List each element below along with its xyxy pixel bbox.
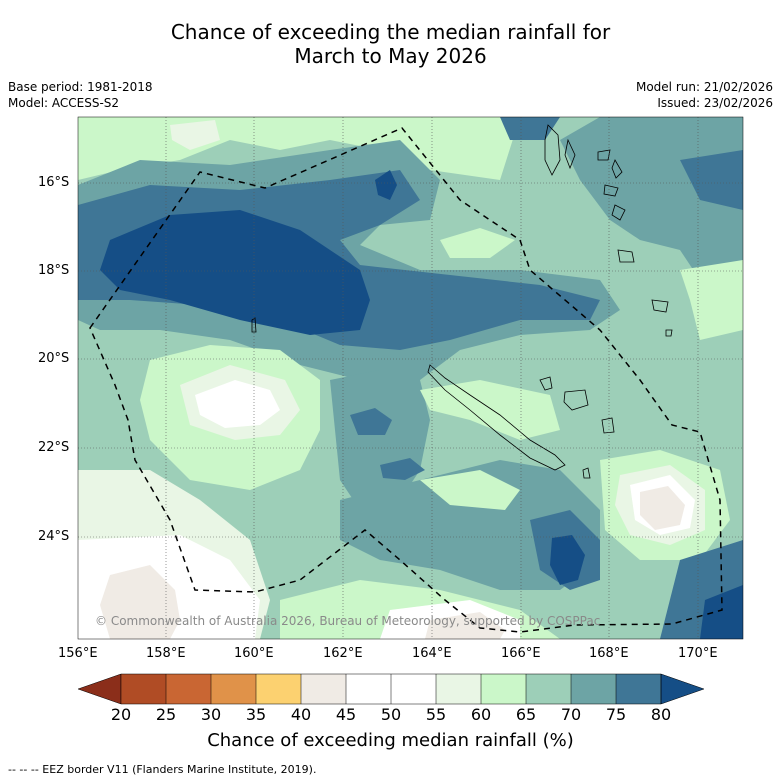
center-light xyxy=(440,228,515,258)
cbar-tick-20: 20 xyxy=(110,705,132,724)
loyalty-island-3 xyxy=(601,417,615,434)
vanuatu-island-4 xyxy=(611,159,623,179)
lat-label-24s: 24°S xyxy=(38,529,70,544)
vanuatu-tanna xyxy=(651,299,669,313)
lon-label-164e: 164°E xyxy=(412,646,452,661)
nc-light xyxy=(420,380,560,440)
loyalty-island-2 xyxy=(563,389,589,411)
sw-dry xyxy=(100,565,180,639)
cbar-tick-25: 25 xyxy=(155,705,177,724)
north-blue xyxy=(500,117,560,140)
central-75-b xyxy=(380,458,425,480)
lon-label-168e: 168°E xyxy=(589,646,629,661)
colorbar-20-25 xyxy=(121,674,166,704)
new-caledonia-outline xyxy=(427,364,566,471)
south-80 xyxy=(550,535,585,585)
colorbar-35-40 xyxy=(256,674,301,704)
lat-label-20s: 20°S xyxy=(38,351,70,366)
small-core-1 xyxy=(375,170,397,200)
eez-footnote: -- -- -- EEZ border V11 (Flanders Marine… xyxy=(8,763,317,776)
cbar-tick-60: 60 xyxy=(470,705,492,724)
copyright-notice: © Commonwealth of Australia 2026, Bureau… xyxy=(95,614,601,628)
vanuatu-aneityum xyxy=(665,329,673,337)
colorbar-55-60 xyxy=(436,674,481,704)
cbar-tick-70: 70 xyxy=(560,705,582,724)
lon-label-170e: 170°E xyxy=(678,646,718,661)
vanuatu-island-3 xyxy=(597,149,611,161)
cbar-tick-35: 35 xyxy=(245,705,267,724)
lon-label-160e: 160°E xyxy=(234,646,274,661)
lon-label-158e: 158°E xyxy=(146,646,186,661)
colorbar-65-70 xyxy=(526,674,571,704)
cbar-tick-75: 75 xyxy=(605,705,627,724)
model-run: Model run: 21/02/2026 xyxy=(635,80,773,94)
lat-label-16s: 16°S xyxy=(38,175,70,190)
vanuatu-malekula xyxy=(564,138,576,170)
central-75-a xyxy=(350,408,392,435)
cbar-tick-30: 30 xyxy=(200,705,222,724)
colorbar-45-50 xyxy=(346,674,391,704)
map-frame xyxy=(77,116,744,640)
cbar-tick-80: 80 xyxy=(650,705,672,724)
title-line-1: Chance of exceeding the median rainfall … xyxy=(170,20,611,44)
issued-date: Issued: 23/02/2026 xyxy=(657,96,773,110)
eez-border xyxy=(89,127,723,633)
se-dry xyxy=(640,486,685,530)
colorbar-under-arrow xyxy=(77,673,122,705)
title-line-2: March to May 2026 xyxy=(294,44,487,68)
cbar-tick-65: 65 xyxy=(515,705,537,724)
colorbar-50-55 xyxy=(391,674,436,704)
meta-left: Base period: 1981-2018 Model: ACCESS-S2 xyxy=(8,79,153,111)
colorbar-75-80 xyxy=(616,674,661,704)
title-text: Chance of exceeding the median rainfall … xyxy=(0,20,781,68)
colorbar-70-75 xyxy=(571,674,616,704)
map-field xyxy=(78,117,743,639)
lon-label-162e: 162°E xyxy=(323,646,363,661)
bottom-dry xyxy=(425,612,505,639)
lon-label-166e: 166°E xyxy=(501,646,541,661)
colorbar-40-45 xyxy=(301,674,346,704)
loyalty-island-1 xyxy=(539,376,553,391)
gridlines xyxy=(78,117,743,639)
isle-of-pines xyxy=(582,467,591,479)
colorbar-title: Chance of exceeding median rainfall (%) xyxy=(207,730,574,751)
base-period: Base period: 1981-2018 xyxy=(8,80,153,94)
se-corner-80 xyxy=(700,585,743,639)
east-light xyxy=(680,260,743,340)
vanuatu-island-5 xyxy=(603,184,619,197)
model-name: Model: ACCESS-S2 xyxy=(8,96,120,110)
colorbar xyxy=(77,673,705,705)
north-light-patch xyxy=(170,120,220,150)
colorbar-25-30 xyxy=(166,674,211,704)
colorbar-60-65 xyxy=(481,674,526,704)
vanuatu-erromango xyxy=(617,249,635,263)
meta-right: Model run: 21/02/2026 Issued: 23/02/2026 xyxy=(636,79,773,111)
west-white xyxy=(195,380,280,428)
vanuatu-espiritu xyxy=(544,124,561,176)
vanuatu-efate xyxy=(611,204,626,221)
cbar-tick-45: 45 xyxy=(335,705,357,724)
lon-label-156e: 156°E xyxy=(58,646,98,661)
lat-label-22s: 22°S xyxy=(38,440,70,455)
colorbar-30-35 xyxy=(211,674,256,704)
lat-label-18s: 18°S xyxy=(38,263,70,278)
cbar-tick-50: 50 xyxy=(380,705,402,724)
core-80 xyxy=(100,210,370,335)
south-70 xyxy=(340,460,600,590)
cbar-tick-55: 55 xyxy=(425,705,447,724)
ne-band-75 xyxy=(680,150,743,210)
colorbar-over-arrow xyxy=(660,673,705,705)
colorbar-dividers xyxy=(120,673,662,705)
south-light xyxy=(420,470,520,510)
cbar-tick-40: 40 xyxy=(290,705,312,724)
